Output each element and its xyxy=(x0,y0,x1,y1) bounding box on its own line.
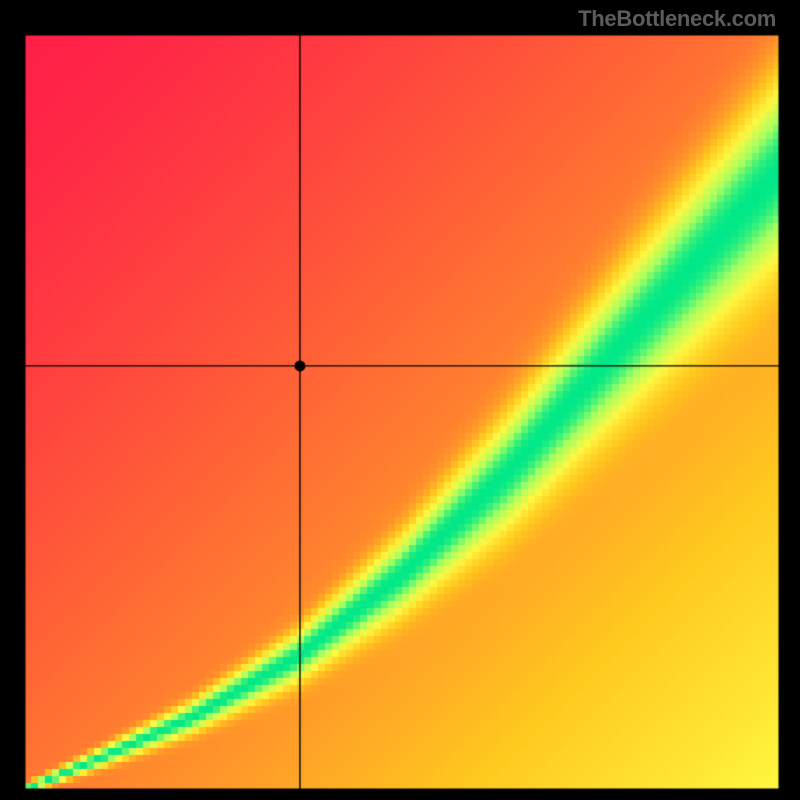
watermark-text: TheBottleneck.com xyxy=(578,6,776,32)
bottleneck-heatmap xyxy=(0,0,800,800)
